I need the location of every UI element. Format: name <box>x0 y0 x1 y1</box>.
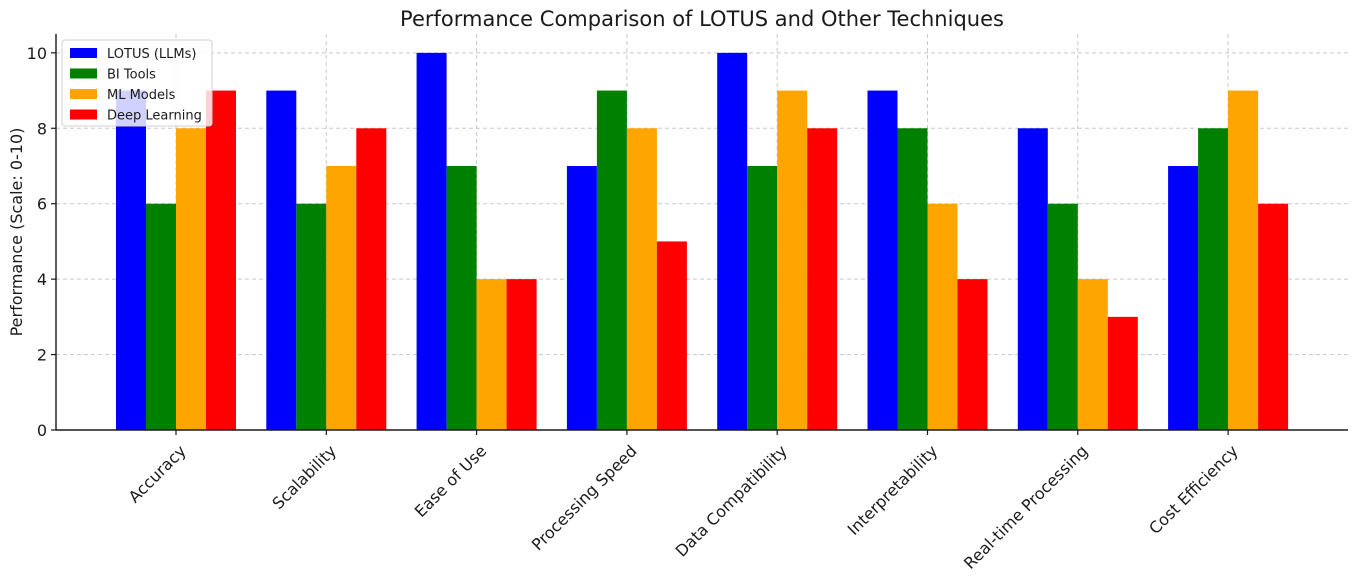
bar <box>626 128 657 431</box>
bar <box>476 279 507 430</box>
x-tick-label: Real-time Processing <box>960 441 1091 572</box>
bar <box>356 128 387 431</box>
bar <box>1168 166 1199 430</box>
bar <box>506 279 537 430</box>
x-tick-label: Ease of Use <box>411 441 491 521</box>
x-tick-label: Data Compatibility <box>672 441 791 560</box>
bar <box>747 166 778 430</box>
y-tick-labels: 0 2 4 6 8 10 <box>27 44 47 440</box>
bar <box>206 90 236 431</box>
bar <box>656 241 687 430</box>
grid-lines <box>56 34 1348 431</box>
legend-label: Deep Learning <box>107 109 202 124</box>
legend-swatch <box>70 48 97 58</box>
legend: LOTUS (LLMs) BI Tools ML Models Deep Learni… <box>61 39 213 127</box>
x-tick-label: Processing Speed <box>528 441 641 554</box>
legend-box <box>61 39 213 127</box>
bars <box>116 52 1289 431</box>
axes <box>51 34 1348 435</box>
y-tick-label: 4 <box>37 270 47 289</box>
bar <box>1198 128 1229 431</box>
legend-label: ML Models <box>107 88 176 103</box>
x-tick-labels: Accuracy Scalability Ease of Use Processing… <box>125 441 1242 572</box>
legend-swatch <box>70 109 97 120</box>
bar <box>596 90 627 431</box>
bar <box>116 90 146 431</box>
y-tick-label: 0 <box>37 421 47 440</box>
x-tick-label: Interpretability <box>844 441 942 539</box>
legend-swatch <box>70 68 97 79</box>
bar <box>777 90 808 431</box>
legend-swatch <box>70 89 97 99</box>
bar <box>867 90 898 431</box>
bar <box>416 52 447 430</box>
y-tick-label: 8 <box>37 119 47 138</box>
y-axis-label: Performance (Scale: 0-10) <box>7 128 26 337</box>
bar <box>446 166 477 430</box>
y-tick-label: 6 <box>37 195 47 214</box>
bar <box>146 203 176 430</box>
bar <box>566 166 597 430</box>
legend-label: BI Tools <box>107 68 156 83</box>
bar <box>326 166 357 430</box>
bar <box>717 52 748 430</box>
bar <box>1077 279 1108 430</box>
bar <box>176 128 206 431</box>
bar <box>897 128 928 431</box>
y-tick-label: 10 <box>27 44 47 63</box>
legend-label: LOTUS (LLMs) <box>107 47 196 62</box>
chart-title: Performance Comparison of LOTUS and Othe… <box>400 7 1004 31</box>
bar <box>1047 203 1078 430</box>
bar <box>807 128 838 431</box>
bar <box>1258 203 1289 430</box>
bar <box>957 279 988 430</box>
bar <box>266 90 297 431</box>
bar <box>296 203 327 430</box>
x-tick-label: Scalability <box>268 441 340 513</box>
x-tick-label: Cost Efficiency <box>1145 441 1242 538</box>
bar <box>1107 316 1138 430</box>
bar <box>1228 90 1259 431</box>
x-tick-label: Accuracy <box>125 441 190 506</box>
bar <box>1017 128 1048 431</box>
y-tick-label: 2 <box>37 346 47 365</box>
bar <box>927 203 958 430</box>
